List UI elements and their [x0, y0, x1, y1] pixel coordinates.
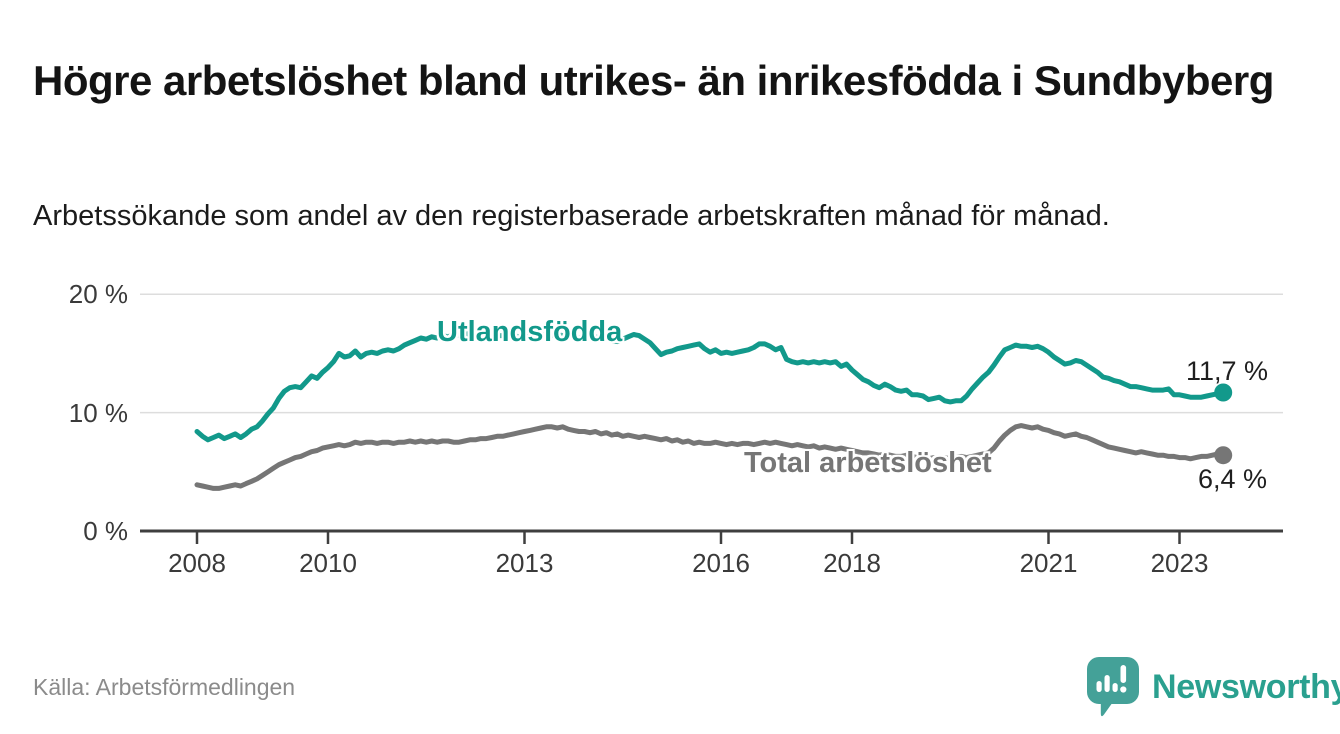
- x-tick-label: 2023: [1150, 548, 1209, 578]
- x-tick-label: 2013: [495, 548, 554, 578]
- x-tick-label: 2010: [299, 548, 357, 578]
- series-label-total-arbetsloshet: Total arbetslöshet: [744, 447, 992, 479]
- x-tick-label: 2008: [168, 548, 226, 578]
- series-line-utlandsfodda: [194, 330, 1226, 443]
- series-label-utlandsfodda: Utlandsfödda: [437, 316, 623, 348]
- newsworthy-logo-text: Newsworthy: [1152, 667, 1340, 706]
- page-title: Högre arbetslöshet bland utrikes- än inr…: [33, 57, 1274, 105]
- x-tick-label: 2018: [823, 548, 881, 578]
- series-line-total: [194, 423, 1226, 491]
- y-tick-label: 0 %: [83, 516, 128, 546]
- series-end-dot-total: [1214, 446, 1233, 465]
- x-tick-label: 2016: [692, 548, 750, 578]
- newsworthy-logo[interactable]: Newsworthy: [1086, 656, 1340, 718]
- source-note: Källa: Arbetsförmedlingen: [33, 674, 296, 700]
- y-tick-label: 10 %: [68, 397, 128, 428]
- x-tick-label: 2021: [1019, 548, 1078, 578]
- end-value-utlandsfodda: 11,7 %: [1186, 356, 1269, 386]
- y-tick-label: 20 %: [68, 279, 128, 310]
- chart-subtitle: Arbetssökande som andel av den registerb…: [33, 200, 1110, 232]
- end-value-total: 6,4 %: [1198, 464, 1268, 494]
- newsworthy-logo-icon: [1087, 657, 1139, 717]
